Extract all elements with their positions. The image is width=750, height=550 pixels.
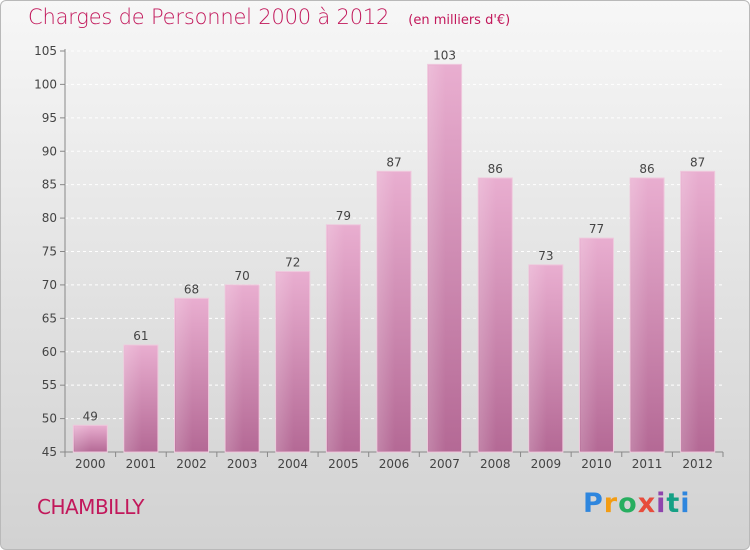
bar-highlight xyxy=(226,285,244,451)
x-tick-label: 2010 xyxy=(581,457,612,471)
place-name: CHAMBILLY xyxy=(37,495,144,519)
y-tick-label: 65 xyxy=(42,311,57,325)
x-tick-label: 2011 xyxy=(632,457,663,471)
x-tick-label: 2001 xyxy=(126,457,157,471)
bar-highlight xyxy=(631,178,649,451)
data-label-2005: 79 xyxy=(336,209,351,223)
y-tick-label: 85 xyxy=(42,178,57,192)
y-tick-label: 95 xyxy=(42,111,57,125)
chart-subtitle: (en milliers d'€) xyxy=(408,13,511,28)
x-tick-label: 2009 xyxy=(531,457,562,471)
bar-highlight xyxy=(124,346,142,451)
y-tick-label: 100 xyxy=(34,77,57,91)
chart-title-block: Charges de Personnel 2000 à 2012 (en mil… xyxy=(28,5,510,29)
data-label-2008: 86 xyxy=(488,162,503,176)
data-label-2006: 87 xyxy=(386,155,401,169)
data-label-2011: 86 xyxy=(639,162,654,176)
bar-highlight xyxy=(74,426,92,451)
bar-highlight xyxy=(428,65,446,451)
data-label-2012: 87 xyxy=(690,155,705,169)
data-label-2004: 72 xyxy=(285,256,300,270)
logo-letter: r xyxy=(603,488,619,519)
x-tick-label: 2008 xyxy=(480,457,511,471)
logo-letter: i xyxy=(680,488,691,519)
x-tick-label: 2000 xyxy=(75,457,106,471)
y-tick-label: 70 xyxy=(42,278,57,292)
logo-letter: t xyxy=(666,488,681,519)
data-label-2009: 73 xyxy=(538,249,553,263)
bar-highlight xyxy=(529,265,547,451)
data-label-2010: 77 xyxy=(589,222,604,236)
x-tick-label: 2007 xyxy=(429,457,460,471)
x-tick-label: 2006 xyxy=(379,457,410,471)
data-label-2002: 68 xyxy=(184,282,199,296)
y-tick-label: 105 xyxy=(34,44,57,58)
chart-title: Charges de Personnel 2000 à 2012 xyxy=(28,5,390,29)
x-tick-label: 2004 xyxy=(277,457,308,471)
bar-highlight xyxy=(276,272,294,451)
bar-highlight xyxy=(479,178,497,451)
data-label-2001: 61 xyxy=(133,329,148,343)
logo-letter: x xyxy=(637,488,657,519)
bar-highlight xyxy=(580,239,598,451)
bar-highlight xyxy=(175,299,193,451)
y-tick-label: 80 xyxy=(42,211,57,225)
y-tick-label: 75 xyxy=(42,245,57,259)
x-tick-label: 2005 xyxy=(328,457,359,471)
y-tick-label: 90 xyxy=(42,144,57,158)
bar-highlight xyxy=(327,225,345,451)
logo-letter: P xyxy=(583,488,604,519)
y-tick-label: 60 xyxy=(42,345,57,359)
y-tick-label: 50 xyxy=(42,412,57,426)
x-tick-label: 2002 xyxy=(176,457,207,471)
logo-letter: i xyxy=(656,488,667,519)
data-label-2007: 103 xyxy=(433,48,456,62)
y-tick-label: 55 xyxy=(42,378,57,392)
proxiti-logo: Proxiti xyxy=(583,488,691,519)
bar-highlight xyxy=(378,172,395,452)
y-tick-label: 45 xyxy=(42,445,57,459)
logo-letter: o xyxy=(618,488,638,519)
data-label-2003: 70 xyxy=(235,269,250,283)
bar-highlight xyxy=(681,172,699,452)
x-tick-label: 2012 xyxy=(682,457,713,471)
data-label-2000: 49 xyxy=(83,409,98,423)
x-tick-label: 2003 xyxy=(227,457,258,471)
